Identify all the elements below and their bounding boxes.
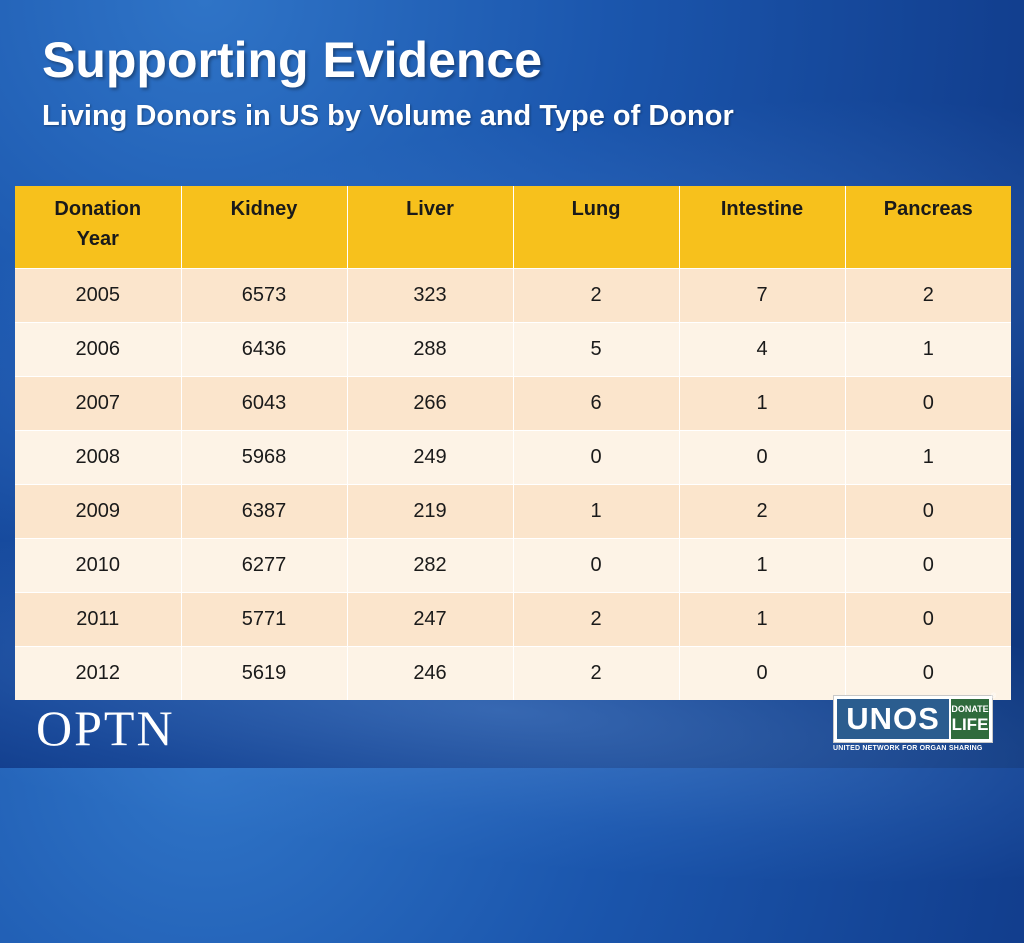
cell-year: 2008 — [15, 430, 182, 485]
header-pancreas: Pancreas — [845, 186, 1011, 269]
unos-logo-box: UNOS DONATE LIFE — [833, 695, 993, 743]
table-row: 2008 5968 249 0 0 1 — [15, 430, 1011, 485]
cell-lung: 2 — [513, 646, 680, 700]
cell-kidney: 5619 — [181, 646, 348, 700]
cell-intestine: 1 — [679, 538, 846, 593]
cell-year: 2005 — [15, 268, 182, 323]
header-liver: Liver — [347, 186, 514, 269]
unos-logo: UNOS DONATE LIFE ® UNITED NETWORK FOR OR… — [833, 693, 997, 759]
cell-liver: 219 — [347, 484, 514, 539]
cell-intestine: 0 — [679, 646, 846, 700]
slide-subtitle: Living Donors in US by Volume and Type o… — [42, 100, 734, 132]
cell-pancreas: 1 — [845, 322, 1011, 377]
unos-wordmark: UNOS — [837, 699, 949, 739]
cell-liver: 249 — [347, 430, 514, 485]
header-kidney: Kidney — [181, 186, 348, 269]
cell-year: 2011 — [15, 592, 182, 647]
cell-kidney: 5771 — [181, 592, 348, 647]
slide-title: Supporting Evidence — [42, 32, 543, 88]
table-row: 2010 6277 282 0 1 0 — [15, 538, 1011, 593]
header-lung: Lung — [513, 186, 680, 269]
cell-lung: 0 — [513, 538, 680, 593]
cell-liver: 282 — [347, 538, 514, 593]
cell-kidney: 6387 — [181, 484, 348, 539]
cell-liver: 266 — [347, 376, 514, 431]
cell-kidney: 6043 — [181, 376, 348, 431]
cell-intestine: 7 — [679, 268, 846, 323]
table-row: 2011 5771 247 2 1 0 — [15, 592, 1011, 647]
cell-liver: 323 — [347, 268, 514, 323]
cell-year: 2009 — [15, 484, 182, 539]
cell-liver: 246 — [347, 646, 514, 700]
donate-life-badge: DONATE LIFE — [951, 699, 989, 739]
optn-logo: OPTN — [36, 700, 175, 756]
cell-year: 2010 — [15, 538, 182, 593]
cell-pancreas: 0 — [845, 538, 1011, 593]
table-row: 2007 6043 266 6 1 0 — [15, 376, 1011, 431]
cell-kidney: 6573 — [181, 268, 348, 323]
table-header-row: Donation Year Kidney Liver Lung Intestin… — [15, 186, 1011, 269]
cell-intestine: 4 — [679, 322, 846, 377]
cell-lung: 5 — [513, 322, 680, 377]
table-row: 2006 6436 288 5 4 1 — [15, 322, 1011, 377]
cell-pancreas: 0 — [845, 484, 1011, 539]
header-donation-year: Donation Year — [15, 186, 182, 269]
cell-pancreas: 0 — [845, 646, 1011, 700]
cell-year: 2012 — [15, 646, 182, 700]
cell-intestine: 1 — [679, 592, 846, 647]
cell-kidney: 6277 — [181, 538, 348, 593]
cell-pancreas: 1 — [845, 430, 1011, 485]
header-intestine: Intestine — [679, 186, 846, 269]
cell-intestine: 2 — [679, 484, 846, 539]
cell-lung: 2 — [513, 268, 680, 323]
cell-lung: 0 — [513, 430, 680, 485]
cell-kidney: 6436 — [181, 322, 348, 377]
registered-mark: ® — [991, 693, 997, 700]
cell-liver: 288 — [347, 322, 514, 377]
unos-tagline: UNITED NETWORK FOR ORGAN SHARING — [833, 745, 983, 752]
cell-year: 2007 — [15, 376, 182, 431]
donate-life-bottom: LIFE — [951, 715, 989, 734]
cell-intestine: 1 — [679, 376, 846, 431]
cell-pancreas: 0 — [845, 592, 1011, 647]
table-row: 2005 6573 323 2 7 2 — [15, 268, 1011, 323]
cell-pancreas: 0 — [845, 376, 1011, 431]
living-donors-table: Donation Year Kidney Liver Lung Intestin… — [15, 186, 1011, 700]
donate-life-top: DONATE — [951, 704, 989, 714]
cell-year: 2006 — [15, 322, 182, 377]
cell-intestine: 0 — [679, 430, 846, 485]
cell-lung: 2 — [513, 592, 680, 647]
cell-lung: 6 — [513, 376, 680, 431]
table-row: 2009 6387 219 1 2 0 — [15, 484, 1011, 539]
cell-lung: 1 — [513, 484, 680, 539]
table-row: 2012 5619 246 2 0 0 — [15, 646, 1011, 700]
cell-liver: 247 — [347, 592, 514, 647]
cell-pancreas: 2 — [845, 268, 1011, 323]
cell-kidney: 5968 — [181, 430, 348, 485]
